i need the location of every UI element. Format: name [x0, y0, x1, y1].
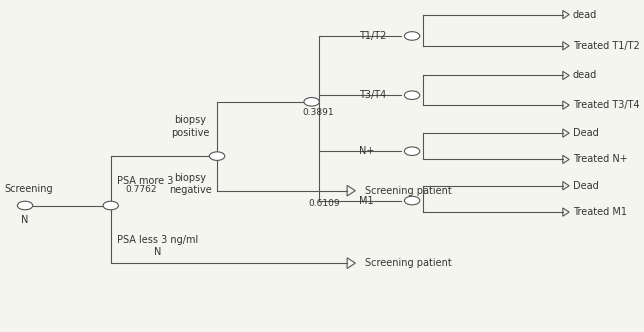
Text: Treated M1: Treated M1: [573, 207, 627, 217]
Text: PSA less 3 ng/ml: PSA less 3 ng/ml: [117, 235, 198, 245]
Circle shape: [404, 147, 420, 155]
Text: Dead: Dead: [573, 128, 598, 138]
Text: T1/T2: T1/T2: [359, 31, 386, 41]
Circle shape: [404, 91, 420, 100]
Text: M1: M1: [359, 196, 374, 206]
Text: Treated N+: Treated N+: [573, 154, 628, 164]
Text: Dead: Dead: [573, 181, 598, 191]
Text: dead: dead: [573, 10, 597, 20]
Text: N: N: [21, 215, 29, 225]
Circle shape: [404, 32, 420, 40]
Text: Treated T1/T2: Treated T1/T2: [573, 41, 639, 51]
Text: 0.6109: 0.6109: [308, 199, 340, 208]
Text: Screening patient: Screening patient: [365, 258, 451, 268]
Text: biopsy
negative: biopsy negative: [169, 173, 212, 195]
Text: PSA more 3: PSA more 3: [117, 176, 173, 186]
Circle shape: [103, 201, 118, 210]
Text: N+: N+: [359, 146, 374, 156]
Text: Screening: Screening: [5, 184, 53, 194]
Circle shape: [304, 98, 319, 106]
Text: 0.3891: 0.3891: [303, 108, 334, 117]
Text: biopsy
positive: biopsy positive: [171, 115, 210, 138]
Circle shape: [209, 152, 225, 160]
Circle shape: [404, 196, 420, 205]
Text: dead: dead: [573, 70, 597, 80]
Text: 0.7762: 0.7762: [126, 185, 157, 194]
Text: N: N: [155, 247, 162, 257]
Circle shape: [17, 201, 33, 210]
Text: Treated T3/T4: Treated T3/T4: [573, 100, 639, 110]
Text: T3/T4: T3/T4: [359, 90, 386, 100]
Text: Screening patient: Screening patient: [365, 186, 451, 196]
